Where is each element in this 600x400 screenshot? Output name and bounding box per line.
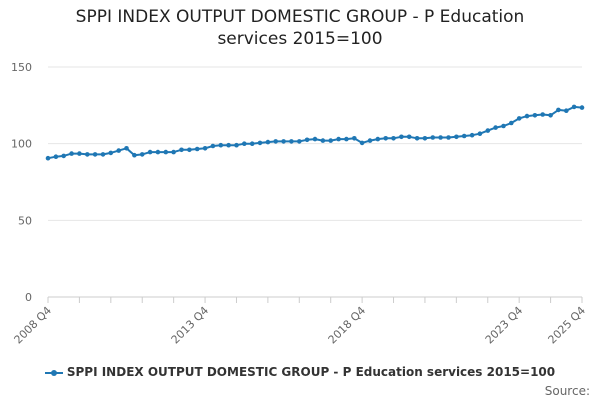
x-tick-label-0: 2008 Q4 — [12, 304, 55, 347]
x-tick-label-1: 2013 Q4 — [169, 304, 212, 347]
data-point-65 — [556, 107, 561, 113]
data-point-18 — [187, 147, 192, 153]
data-point-22 — [218, 142, 224, 148]
data-point-60 — [516, 116, 522, 121]
data-point-12 — [139, 152, 145, 157]
y-tick-label-1: 50 — [18, 214, 32, 227]
data-point-31 — [289, 139, 294, 144]
data-point-40 — [359, 140, 365, 146]
source-label: Source: — [544, 384, 590, 398]
series-line-0 — [47, 105, 583, 160]
data-point-66 — [564, 108, 569, 113]
data-point-54 — [469, 132, 475, 138]
data-point-5 — [85, 152, 90, 157]
x-tick-label-2: 2018 Q4 — [326, 304, 369, 347]
data-point-34 — [312, 136, 318, 142]
data-point-47 — [414, 136, 420, 141]
x-tick-label-4: 2025 Q4 — [546, 304, 589, 347]
data-point-64 — [548, 113, 553, 118]
data-point-26 — [249, 141, 255, 146]
data-point-0 — [45, 155, 51, 161]
data-point-50 — [438, 135, 443, 140]
data-point-51 — [446, 135, 451, 140]
legend-series-swatch-icon — [44, 368, 63, 378]
data-point-37 — [336, 136, 341, 142]
data-point-52 — [454, 134, 459, 140]
data-point-27 — [257, 140, 263, 146]
data-point-8 — [108, 150, 114, 156]
y-tick-label-0: 0 — [25, 291, 32, 304]
data-point-68 — [579, 105, 585, 110]
data-point-63 — [540, 112, 545, 117]
chart-legend[interactable]: SPPI INDEX OUTPUT DOMESTIC GROUP - P Edu… — [0, 365, 600, 379]
chart-title: SPPI INDEX OUTPUT DOMESTIC GROUP - P Edu… — [0, 6, 600, 50]
data-point-38 — [344, 136, 349, 142]
data-point-21 — [210, 143, 216, 149]
data-point-24 — [234, 142, 239, 148]
data-point-59 — [509, 120, 514, 126]
data-point-46 — [406, 134, 412, 140]
data-point-42 — [375, 136, 381, 142]
data-point-3 — [69, 151, 74, 156]
data-point-55 — [477, 131, 483, 136]
data-point-19 — [194, 146, 200, 152]
data-point-32 — [297, 139, 302, 144]
data-point-9 — [116, 148, 121, 153]
data-point-33 — [304, 137, 310, 143]
data-point-23 — [226, 142, 231, 148]
data-point-29 — [273, 139, 279, 144]
data-point-25 — [242, 141, 247, 146]
data-point-28 — [265, 139, 271, 145]
chart-title-line-1: SPPI INDEX OUTPUT DOMESTIC GROUP - P Edu… — [75, 7, 525, 27]
data-point-16 — [171, 149, 176, 155]
data-point-61 — [524, 113, 530, 119]
chart-title-line-2: services 2015=100 — [217, 29, 383, 49]
data-point-41 — [367, 138, 373, 143]
data-point-10 — [124, 146, 129, 151]
data-point-6 — [92, 152, 98, 157]
data-point-45 — [399, 134, 404, 140]
data-point-2 — [61, 153, 66, 159]
data-point-4 — [77, 151, 82, 156]
data-point-17 — [179, 147, 184, 153]
data-point-56 — [485, 128, 491, 133]
data-point-20 — [202, 146, 208, 151]
legend-series-label: SPPI INDEX OUTPUT DOMESTIC GROUP - P Edu… — [66, 365, 556, 379]
data-point-62 — [532, 113, 538, 118]
data-point-53 — [461, 133, 467, 139]
data-point-57 — [493, 125, 498, 130]
data-point-49 — [430, 135, 436, 140]
data-point-36 — [328, 138, 334, 143]
data-point-7 — [100, 152, 106, 157]
y-tick-label-2: 100 — [11, 138, 32, 151]
data-point-14 — [155, 149, 161, 155]
data-point-48 — [422, 136, 428, 141]
y-tick-label-3: 150 — [11, 61, 32, 74]
data-point-13 — [147, 149, 153, 155]
data-point-1 — [53, 154, 59, 159]
data-point-58 — [501, 123, 506, 129]
data-point-44 — [391, 136, 396, 141]
data-point-15 — [163, 149, 169, 155]
x-tick-label-3: 2023 Q4 — [483, 304, 526, 347]
data-point-39 — [352, 136, 357, 141]
data-point-43 — [383, 136, 389, 141]
data-point-35 — [320, 138, 326, 143]
data-point-67 — [571, 104, 577, 110]
data-point-11 — [132, 152, 137, 158]
data-point-30 — [281, 139, 286, 144]
